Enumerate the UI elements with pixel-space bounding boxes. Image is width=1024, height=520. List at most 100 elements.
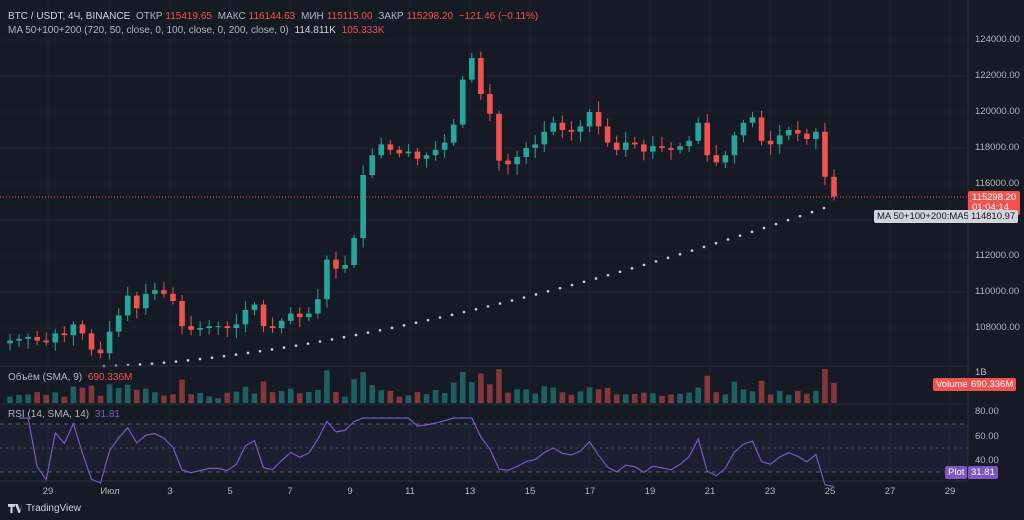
candle-body[interactable] [396,149,403,154]
candle-body[interactable] [360,175,366,238]
candle-body[interactable] [595,112,602,127]
symbol-legend[interactable]: BTC / USDT, 4Ч, BINANCE ОТКР 115419.65 МА… [8,11,541,23]
candle-body[interactable] [133,295,140,309]
candle-body[interactable] [251,304,258,310]
ma-label[interactable]: MA 50+100+200 (720, 50, close, 0, 100, c… [8,25,289,36]
candle-body[interactable] [351,238,357,265]
candle-body[interactable] [70,324,77,336]
candle-body[interactable] [731,135,738,156]
candle-body[interactable] [532,144,538,148]
candle-body[interactable] [559,122,566,130]
candle-body[interactable] [641,144,647,152]
candle-body[interactable] [287,313,294,321]
candle-body[interactable] [197,328,203,330]
rsi-label[interactable]: RSI (14, SMA, 14) [8,409,90,420]
candle-body[interactable] [505,160,511,165]
candle-body[interactable] [450,124,457,143]
volume-legend[interactable]: Объём (SMA, 9) 690.336M [8,372,135,384]
candle-body[interactable] [713,155,720,163]
candle-body[interactable] [34,337,40,341]
ma-legend[interactable]: MA 50+100+200 (720, 50, close, 0, 100, c… [8,25,387,37]
candle-body[interactable] [269,326,276,328]
candle-body[interactable] [668,148,674,150]
candle-body[interactable] [342,265,348,269]
candle-body[interactable] [115,315,122,332]
candle-body[interactable] [88,333,95,350]
candle-body[interactable] [767,140,774,145]
tradingview-branding[interactable]: TradingView [8,503,81,514]
candle-body[interactable] [387,144,394,150]
candle-body[interactable] [215,326,222,328]
candle-body[interactable] [631,142,638,145]
candle-body[interactable] [306,313,312,318]
candle-body[interactable] [369,155,376,175]
candle-body[interactable] [794,130,801,134]
candle-body[interactable] [52,333,59,343]
candle-body[interactable] [822,131,828,177]
candle-body[interactable] [152,290,158,294]
candle-body[interactable] [224,326,231,328]
candle-body[interactable] [785,130,792,136]
candle-body[interactable] [441,142,448,150]
candle-body[interactable] [459,79,466,125]
candle-body[interactable] [423,155,430,159]
candle-body[interactable] [650,146,656,152]
candle-body[interactable] [315,299,321,314]
symbol-title[interactable]: BTC / USDT, 4Ч, BINANCE [8,11,131,22]
candle-body[interactable] [143,293,149,309]
candle-body[interactable] [25,337,31,339]
candle-body[interactable] [613,142,620,150]
candle-body[interactable] [61,333,68,336]
rsi-legend[interactable]: RSI (14, SMA, 14) 31.81 [8,409,123,421]
candle-body[interactable] [813,131,819,139]
candle-body[interactable] [106,331,113,354]
candle-body[interactable] [704,122,711,156]
candle-body[interactable] [333,259,339,269]
candle-body[interactable] [577,126,584,132]
candle-body[interactable] [677,146,683,150]
candle-body[interactable] [604,126,611,143]
candle-body[interactable] [432,149,439,156]
candles[interactable] [7,51,837,360]
candle-body[interactable] [97,349,104,354]
candle-body[interactable] [188,326,194,330]
candle-body[interactable] [324,259,330,300]
candle-body[interactable] [804,133,810,139]
candle-body[interactable] [206,326,213,328]
candle-body[interactable] [124,295,131,316]
volume-label[interactable]: Объём (SMA, 9) [8,372,83,383]
candle-body[interactable] [161,290,167,294]
candle-body[interactable] [478,58,484,94]
candle-body[interactable] [378,144,385,156]
candle-body[interactable] [586,112,593,127]
candle-body[interactable] [487,94,493,114]
candle-body[interactable] [622,142,629,150]
candle-body[interactable] [749,117,756,123]
candle-body[interactable] [405,151,412,154]
candle-body[interactable] [514,157,520,165]
candle-body[interactable] [831,176,837,197]
candle-body[interactable] [179,301,185,327]
candle-body[interactable] [496,113,502,161]
candle-body[interactable] [7,340,13,344]
candle-body[interactable] [16,338,22,341]
candle-body[interactable] [695,122,701,141]
candle-body[interactable] [468,58,475,80]
candle-body[interactable] [541,131,548,145]
candle-body[interactable] [659,146,665,148]
candle-body[interactable] [242,310,249,325]
candle-body[interactable] [523,148,529,157]
candle-body[interactable] [233,324,240,328]
candle-body[interactable] [740,122,747,136]
candle-body[interactable] [758,117,765,141]
candle-body[interactable] [568,130,575,132]
candle-body[interactable] [414,151,421,159]
candle-body[interactable] [722,155,729,163]
candle-body[interactable] [43,340,50,343]
candle-body[interactable] [260,304,267,327]
candle-body[interactable] [170,293,176,301]
candle-body[interactable] [686,140,692,147]
candle-body[interactable] [296,313,303,318]
candle-body[interactable] [550,122,557,132]
